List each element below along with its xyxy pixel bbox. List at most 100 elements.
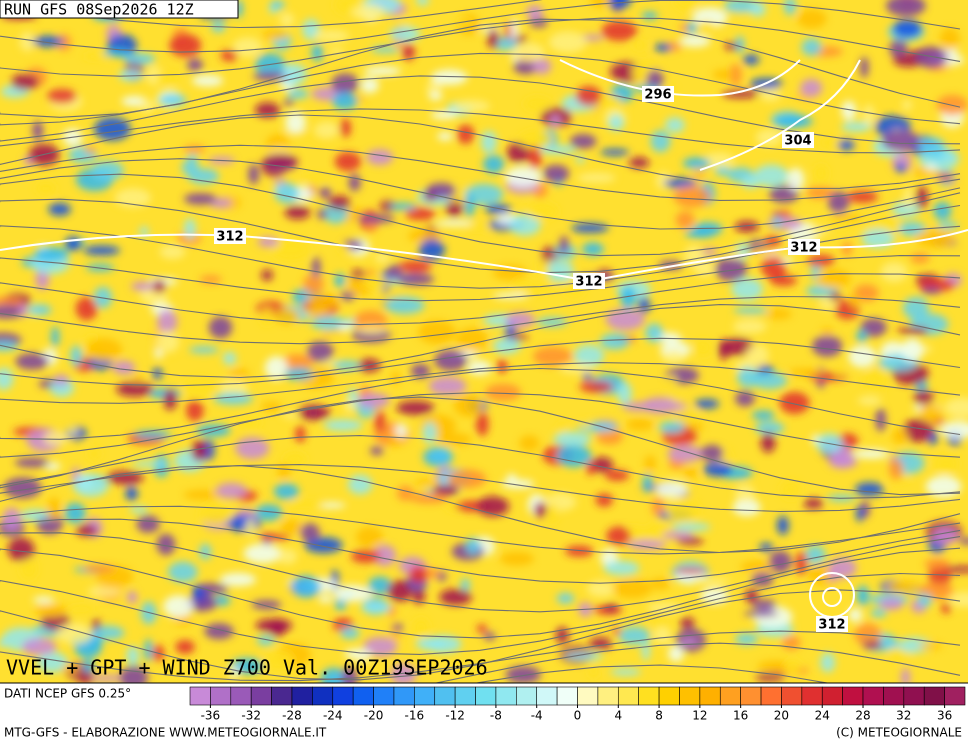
streamline (474, 664, 831, 683)
field-blob (409, 565, 428, 585)
credit-left: MTG-GFS - ELABORAZIONE WWW.METEOGIORNALE… (4, 726, 327, 740)
field-blob (184, 218, 196, 240)
field-blob (271, 237, 311, 262)
field-blob (82, 659, 94, 673)
field-blob (386, 264, 403, 280)
field-blob (925, 163, 938, 171)
field-blob (283, 452, 307, 466)
field-blob (254, 102, 281, 118)
colorbar-tick-label: -24 (323, 709, 343, 723)
field-blob (465, 537, 481, 555)
field-blob (897, 326, 930, 335)
field-blob (175, 639, 195, 654)
field-blob (199, 543, 212, 560)
field-blob (813, 164, 828, 183)
field-blob (360, 77, 379, 94)
field-blob (933, 201, 952, 220)
field-blob (581, 371, 593, 381)
field-blob (417, 320, 456, 345)
field-blob (208, 316, 233, 339)
field-blob (841, 121, 872, 132)
streamline (0, 396, 961, 496)
field-blob (919, 137, 946, 159)
field-blob (915, 46, 948, 68)
field-blob (116, 381, 154, 397)
colorbar-bin (638, 686, 660, 706)
field-blob (243, 543, 282, 564)
field-blob (573, 344, 605, 367)
colorbar-bin (536, 686, 558, 706)
field-blob (453, 100, 491, 113)
field-blob (529, 18, 548, 28)
streamline (0, 435, 961, 499)
field-blob (677, 537, 704, 545)
field-blob (547, 259, 565, 283)
field-blob (919, 404, 943, 423)
field-blob (783, 0, 797, 16)
field-blob (256, 635, 275, 646)
field-blob (415, 637, 446, 651)
field-blob (857, 396, 882, 406)
field-blob (765, 308, 792, 320)
field-blob (394, 423, 408, 439)
field-blob (606, 526, 632, 546)
field-blob (78, 676, 94, 683)
field-blob (755, 129, 782, 146)
field-blob (434, 220, 474, 227)
field-blob (654, 43, 672, 52)
field-blob (512, 277, 533, 294)
field-blob (198, 502, 232, 527)
field-blob (430, 110, 458, 120)
field-blob (191, 74, 224, 87)
field-blob (251, 600, 282, 610)
field-blob (277, 548, 298, 565)
field-blob (476, 624, 487, 633)
field-blob (880, 261, 908, 283)
field-blob (680, 617, 695, 629)
field-blob (129, 506, 149, 514)
field-blob (856, 585, 870, 606)
field-blob (663, 177, 697, 189)
field-blob (396, 400, 435, 416)
field-blob (834, 367, 844, 377)
field-blob (800, 78, 823, 97)
colorbar-bin (189, 686, 211, 706)
field-blob (924, 558, 951, 570)
field-blob (280, 519, 304, 535)
field-blob (700, 248, 718, 256)
streamline (0, 465, 961, 554)
source-label: DATI NCEP GFS 0.25° (4, 687, 131, 701)
field-blob (769, 185, 799, 204)
field-blob (849, 292, 859, 309)
field-blob (437, 433, 473, 446)
field-blob (168, 561, 198, 583)
field-blob (88, 585, 122, 598)
field-blob (372, 544, 397, 567)
field-blob (828, 190, 850, 214)
colorbar-bin (781, 686, 803, 706)
streamline (0, 17, 961, 77)
field-blob (941, 603, 952, 614)
field-blob (644, 523, 672, 544)
field-blob (805, 186, 836, 200)
field-blob (731, 277, 763, 301)
field-blob (519, 435, 540, 452)
field-blob (282, 353, 313, 371)
streamline (0, 367, 961, 440)
field-blob (878, 641, 903, 649)
field-blob (36, 651, 68, 673)
field-blob (48, 202, 72, 216)
field-blob (891, 428, 909, 444)
field-blob (152, 280, 166, 293)
field-blob (222, 351, 237, 366)
colorbar-tick-label: -4 (531, 709, 543, 723)
field-blob (287, 88, 309, 99)
streamline (0, 158, 961, 230)
geopotential-contours (0, 59, 968, 618)
field-blob (901, 99, 913, 111)
field-blob (127, 591, 138, 604)
field-blob (933, 452, 959, 475)
colorbar-bin (332, 686, 354, 706)
field-blob (595, 493, 613, 507)
field-blob (917, 642, 943, 650)
